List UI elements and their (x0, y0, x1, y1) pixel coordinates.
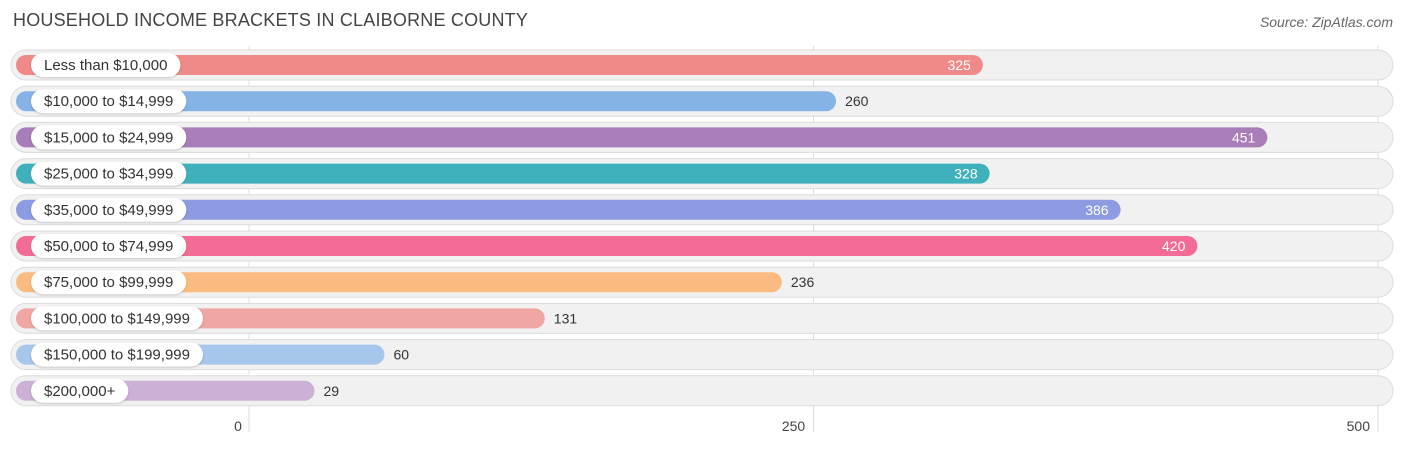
bar-row: $75,000 to $99,999 236 (10, 266, 1394, 298)
value-label: 325 (947, 57, 971, 73)
bar (16, 236, 1198, 256)
bar (16, 199, 1121, 220)
bar (16, 163, 990, 184)
x-tick-label: 0 (234, 418, 242, 434)
bar-row: $100,000 to $149,999 131 (10, 302, 1394, 334)
category-label: $10,000 to $14,999 (44, 93, 173, 110)
bar-row: $150,000 to $199,999 60 (10, 339, 1394, 371)
category-label: $50,000 to $74,999 (44, 238, 173, 255)
value-label: 386 (1085, 202, 1109, 218)
bar-row: $50,000 to $74,999 420 (10, 230, 1394, 262)
category-label-pill (31, 161, 187, 186)
bar-row: $35,000 to $49,999 386 (10, 194, 1394, 226)
category-label-pill (31, 89, 187, 114)
category-label: $25,000 to $34,999 (44, 166, 173, 183)
value-label: 131 (554, 310, 578, 326)
bar-row: Less than $10,000 325 (10, 49, 1394, 81)
bars-layer: Less than $10,000 325 $10,000 to $14,999 26… (10, 49, 1394, 407)
x-tick-label: 250 (782, 418, 806, 434)
bar-row: $10,000 to $14,999 260 (10, 85, 1394, 117)
value-label: 451 (1232, 129, 1256, 145)
source-label: Source: ZipAtlas.com (1259, 14, 1393, 30)
x-tick-label: 500 (1347, 418, 1371, 434)
value-label: 236 (791, 274, 815, 290)
bar (16, 55, 983, 75)
category-label-pill (31, 306, 203, 331)
row-background (10, 375, 1394, 407)
category-label: $75,000 to $99,999 (44, 274, 173, 291)
bar (16, 272, 782, 293)
x-axis-ticks: 0 250 500 (234, 418, 1370, 434)
category-label-pill (31, 234, 187, 258)
bar (16, 91, 837, 112)
value-label: 420 (1162, 238, 1186, 254)
value-label: 260 (845, 93, 869, 109)
chart-title: HOUSEHOLD INCOME BRACKETS IN CLAIBORNE C… (13, 10, 529, 30)
category-label-pill (31, 53, 181, 77)
category-label: $15,000 to $24,999 (44, 129, 173, 146)
value-label: 328 (954, 166, 978, 182)
category-label-pill (31, 270, 187, 295)
category-label: $200,000+ (44, 383, 116, 400)
category-label: Less than $10,000 (44, 57, 167, 74)
bar-row: $200,000+ 29 (10, 375, 1394, 407)
category-label: $35,000 to $49,999 (44, 202, 173, 219)
bar (16, 127, 1268, 148)
category-label: $150,000 to $199,999 (44, 347, 190, 364)
value-label: 60 (393, 347, 409, 363)
category-label-pill (31, 378, 129, 403)
category-label-pill (31, 125, 187, 150)
category-label: $100,000 to $149,999 (44, 310, 190, 327)
bar-row: $15,000 to $24,999 451 (10, 121, 1394, 153)
bar-row: $25,000 to $34,999 328 (10, 158, 1394, 190)
category-label-pill (31, 197, 187, 222)
value-label: 29 (323, 383, 339, 399)
category-label-pill (31, 342, 203, 367)
